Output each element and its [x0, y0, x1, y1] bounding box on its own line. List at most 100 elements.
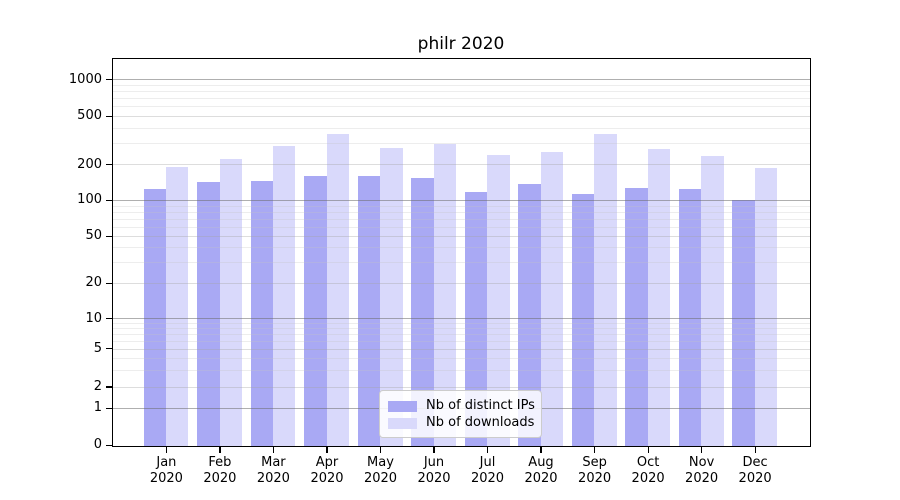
- x-tick-label-nov: Nov 2020: [685, 455, 719, 486]
- bar-distinct_ips-sep: [571, 194, 595, 446]
- gridline-50: [113, 235, 810, 237]
- gridline-20: [113, 282, 810, 284]
- legend-label-distinct-ips: Nb of distinct IPs: [426, 398, 535, 413]
- gridline-40: [113, 247, 810, 249]
- gridline-70: [113, 218, 810, 220]
- x-tick-label-dec: Dec 2020: [738, 455, 772, 486]
- y-tick-label-2: 2: [93, 378, 102, 394]
- x-tick-label-may: May 2020: [363, 455, 398, 486]
- y-tick-100: [106, 199, 112, 201]
- bar-distinct_ips-dec: [732, 200, 755, 446]
- y-tick-10: [106, 317, 112, 320]
- gridline-10: [113, 318, 810, 320]
- y-tick-label-50: 50: [85, 228, 102, 244]
- bar-downloads-aug: [540, 152, 564, 446]
- legend-row-downloads: Nb of downloads: [388, 415, 535, 431]
- y-tick-200: [106, 164, 112, 166]
- bar-downloads-feb: [219, 158, 242, 446]
- gridline-2: [113, 386, 810, 388]
- gridline-6: [113, 340, 810, 342]
- legend-label-downloads: Nb of downloads: [426, 415, 535, 430]
- gridline-200: [113, 164, 810, 166]
- bar-distinct_ips-jun: [411, 178, 434, 446]
- x-tick-label-feb: Feb 2020: [203, 455, 237, 486]
- x-tick-label-apr: Apr 2020: [310, 455, 344, 486]
- x-tick-dec: [754, 446, 756, 453]
- bar-distinct_ips-apr: [304, 175, 327, 446]
- y-tick-1000: [106, 78, 112, 81]
- x-tick-feb: [219, 446, 221, 453]
- bar-distinct_ips-feb: [197, 182, 220, 446]
- legend: Nb of distinct IPs Nb of downloads: [379, 390, 542, 438]
- legend-swatch-distinct-ips-icon: [388, 400, 417, 412]
- x-tick-jun: [433, 446, 435, 453]
- bar-distinct_ips-jan: [143, 189, 167, 446]
- bar-distinct_ips-oct: [625, 188, 648, 446]
- x-tick-label-jun: Jun 2020: [417, 455, 451, 486]
- bar-distinct_ips-may: [357, 175, 381, 446]
- bar-distinct_ips-nov: [678, 189, 702, 446]
- gridline-80: [113, 211, 810, 213]
- y-tick-1: [106, 407, 112, 409]
- bar-downloads-sep: [594, 134, 617, 446]
- y-tick-50: [106, 235, 112, 237]
- y-tick-2: [106, 386, 112, 388]
- y-tick-20: [106, 282, 112, 284]
- legend-row-distinct-ips: Nb of distinct IPs: [388, 398, 535, 414]
- x-tick-jan: [165, 446, 168, 453]
- gridline-4: [113, 357, 810, 359]
- gridline-8: [113, 328, 810, 329]
- gridline-100: [113, 200, 810, 201]
- legend-swatch-downloads-icon: [388, 417, 417, 429]
- gridline-30: [113, 262, 810, 264]
- gridline-7: [113, 333, 810, 335]
- x-tick-label-oct: Oct 2020: [631, 455, 665, 486]
- x-tick-sep: [594, 446, 596, 453]
- bar-downloads-dec: [754, 167, 778, 446]
- x-tick-label-sep: Sep 2020: [578, 455, 612, 486]
- gridline-9: [113, 322, 810, 324]
- bar-distinct_ips-aug: [518, 183, 541, 446]
- x-tick-label-aug: Aug 2020: [524, 455, 558, 486]
- y-tick-label-0: 0: [93, 437, 102, 453]
- gridline-90: [113, 205, 810, 207]
- x-tick-label-mar: Mar 2020: [256, 455, 290, 486]
- y-tick-5: [106, 348, 112, 350]
- y-tick-label-20: 20: [85, 275, 102, 291]
- x-tick-may: [379, 446, 382, 453]
- bar-downloads-jan: [166, 167, 189, 446]
- x-tick-aug: [540, 446, 542, 453]
- bar-downloads-apr: [326, 133, 350, 446]
- gridline-900: [113, 84, 810, 86]
- gridline-3: [113, 369, 810, 371]
- x-tick-label-jan: Jan 2020: [149, 455, 183, 486]
- chart-title: philr 2020: [417, 34, 505, 54]
- gridline-60: [113, 226, 810, 228]
- x-tick-oct: [647, 446, 649, 453]
- bar-downloads-oct: [647, 149, 671, 446]
- gridline-800: [113, 91, 810, 92]
- gridline-600: [113, 106, 810, 108]
- y-tick-label-5: 5: [93, 340, 102, 356]
- x-tick-mar: [272, 446, 275, 453]
- bar-distinct_ips-mar: [250, 180, 274, 446]
- y-tick-label-1: 1: [93, 400, 102, 416]
- bar-downloads-jul: [487, 155, 510, 446]
- plot-area: [112, 58, 811, 447]
- y-tick-label-100: 100: [77, 192, 102, 208]
- y-tick-label-10: 10: [85, 310, 102, 326]
- gridline-300: [113, 142, 810, 144]
- y-tick-label-1000: 1000: [68, 71, 102, 87]
- gridline-700: [113, 98, 810, 100]
- bar-downloads-may: [380, 148, 403, 446]
- bar-downloads-nov: [701, 155, 724, 446]
- bar-downloads-mar: [273, 146, 296, 446]
- x-tick-jul: [486, 446, 489, 453]
- gridline-5: [113, 348, 810, 350]
- y-tick-500: [106, 115, 112, 117]
- y-tick-label-500: 500: [77, 108, 102, 124]
- x-tick-label-jul: Jul 2020: [470, 455, 505, 486]
- gridline-500: [113, 115, 810, 117]
- gridline-400: [113, 127, 810, 129]
